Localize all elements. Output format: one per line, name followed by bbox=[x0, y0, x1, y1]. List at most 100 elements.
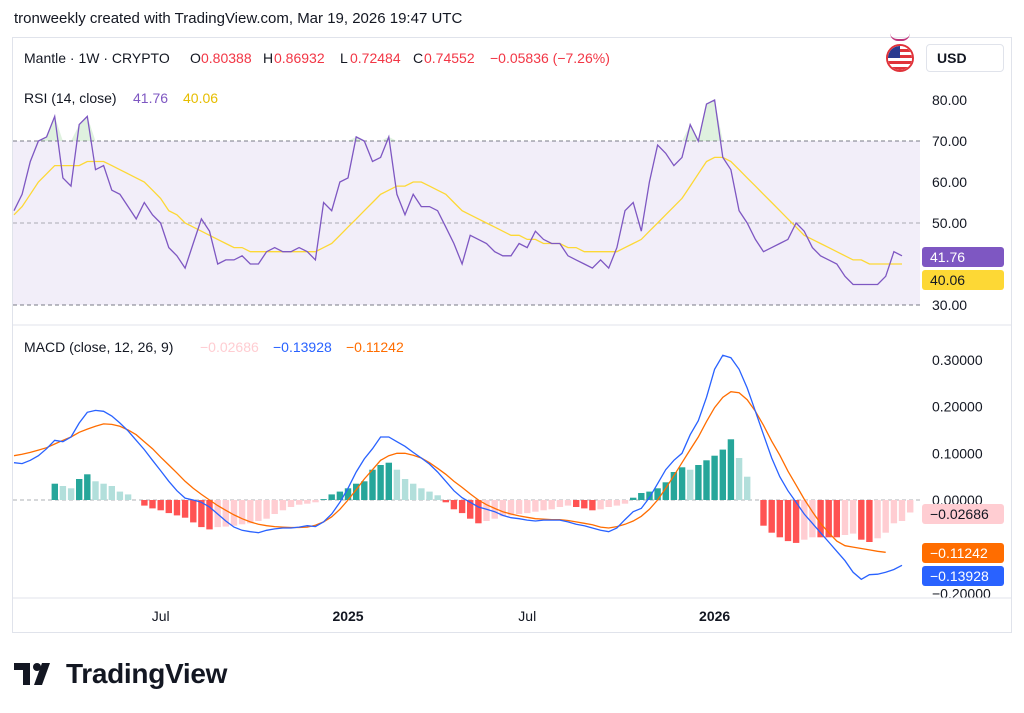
rsi-overbought-segment bbox=[388, 136, 397, 141]
macd-histogram-bar bbox=[858, 500, 865, 540]
macd-histogram-bar bbox=[833, 500, 840, 538]
signal-line bbox=[13, 391, 886, 553]
macd-histogram-bar bbox=[287, 500, 295, 507]
change-value: −0.05836 (−7.26%) bbox=[490, 50, 610, 66]
macd-histogram-bar bbox=[907, 500, 914, 513]
macd-histogram-bar bbox=[108, 486, 115, 500]
macd-histogram-bar bbox=[51, 483, 58, 500]
rsi-overbought-segment bbox=[380, 136, 389, 141]
macd-histogram-bar bbox=[255, 500, 262, 521]
macd-histogram-bar bbox=[817, 500, 824, 538]
signal-badge-bg bbox=[922, 543, 1004, 563]
rsi-band bbox=[13, 141, 920, 305]
macd-histogram-bar bbox=[328, 494, 335, 500]
rsi-pane: RSI (14, close) 41.76 40.06 80.00 70.00 60… bbox=[13, 90, 967, 313]
macd-histogram-bar bbox=[849, 500, 857, 534]
rsi-badge-bg bbox=[922, 247, 1004, 267]
macd-histogram-bar bbox=[564, 500, 572, 506]
macd-histogram-bar bbox=[589, 500, 596, 511]
open-label: O bbox=[190, 50, 201, 66]
chart-frame bbox=[12, 37, 1012, 633]
macd-histogram-bar bbox=[336, 491, 344, 500]
high-label: H bbox=[263, 50, 273, 66]
macd-histogram-bar bbox=[898, 500, 906, 521]
macd-histogram-bar bbox=[776, 500, 783, 538]
time-axis-tick: Jul bbox=[518, 608, 536, 624]
rsi-ma-line bbox=[13, 156, 902, 265]
macd-histogram-bar bbox=[230, 500, 238, 526]
macd-histogram-bar bbox=[882, 500, 889, 533]
macd-histogram-bar bbox=[84, 474, 91, 500]
rsi-overbought-fill bbox=[38, 100, 723, 141]
macd-histogram-bar bbox=[760, 500, 767, 526]
close-value: 0.74552 bbox=[424, 50, 475, 66]
hist-badge: −0.02686 bbox=[930, 506, 989, 522]
macd-histogram-bar bbox=[458, 500, 466, 514]
macd-histogram-bar bbox=[890, 500, 898, 524]
macd-histogram-bar bbox=[434, 495, 441, 500]
macd-line bbox=[13, 354, 903, 581]
macd-histogram-bar bbox=[556, 500, 564, 507]
rsi-axis-tick: 50.00 bbox=[932, 215, 967, 231]
currency-button[interactable]: USD bbox=[926, 44, 1004, 72]
macd-histogram-bar bbox=[320, 499, 327, 500]
macd-histogram-bar bbox=[247, 500, 254, 524]
macd-histogram-bar bbox=[116, 491, 124, 500]
macd-pane: MACD (close, 12, 26, 9) −0.02686 −0.1392… bbox=[13, 339, 991, 601]
macd-histogram-bar bbox=[735, 458, 743, 500]
macd-histogram-bar bbox=[784, 500, 792, 542]
macd-histogram-bar bbox=[809, 500, 816, 538]
macd-badge-bg bbox=[922, 566, 1004, 586]
rsi-overbought-segment bbox=[706, 100, 715, 141]
macd-histogram-bar bbox=[613, 500, 621, 506]
macd-axis-tick: 0.30000 bbox=[932, 352, 983, 368]
macd-histogram-bar bbox=[190, 500, 197, 523]
macd-axis-tick: −0.20000 bbox=[932, 585, 991, 601]
tradingview-logo-icon bbox=[14, 663, 50, 685]
rsi-axis-tick: 30.00 bbox=[932, 297, 967, 313]
macd-histogram-bar bbox=[841, 500, 849, 535]
close-label: C bbox=[413, 50, 423, 66]
macd-histogram-bar bbox=[353, 483, 360, 500]
macd-histogram-bar bbox=[573, 500, 580, 507]
macd-badge: −0.13928 bbox=[930, 568, 989, 584]
time-axis-tick: 2025 bbox=[332, 608, 363, 624]
macd-title: MACD (close, 12, 26, 9) bbox=[24, 339, 173, 355]
macd-histogram-bar bbox=[499, 500, 506, 517]
macd-histogram-bar bbox=[181, 500, 189, 518]
macd-histogram-bar bbox=[866, 500, 873, 542]
rsi-value: 41.76 bbox=[133, 90, 168, 106]
macd-histogram-bar bbox=[630, 497, 637, 500]
macd-histogram-bar bbox=[141, 500, 148, 506]
macd-histogram-bar bbox=[711, 455, 718, 500]
macd-histogram-bar bbox=[621, 500, 629, 504]
macd-histogram-bar bbox=[670, 472, 678, 500]
macd-histogram-bar bbox=[344, 488, 352, 500]
macd-histogram-bar bbox=[646, 491, 653, 500]
macd-histogram-bar bbox=[678, 467, 686, 500]
macd-histogram-bar bbox=[801, 500, 808, 540]
macd-histogram-bar bbox=[76, 479, 83, 500]
us-flag-icon[interactable] bbox=[886, 44, 914, 72]
price-badges: 41.76 40.06 −0.02686 −0.11242 −0.13928 bbox=[922, 247, 1004, 586]
brand-name: TradingView bbox=[66, 658, 228, 689]
rsi-ma-badge-bg bbox=[922, 270, 1004, 290]
macd-histogram-bar bbox=[377, 465, 384, 500]
time-axis-tick: Jul bbox=[152, 608, 170, 624]
macd-histogram-bar bbox=[515, 500, 523, 514]
tradingview-logo[interactable]: TradingView bbox=[14, 658, 227, 690]
macd-histogram-bar bbox=[149, 500, 156, 509]
rsi-ma-badge: 40.06 bbox=[930, 272, 965, 288]
rsi-ma-value: 40.06 bbox=[183, 90, 218, 106]
macd-histogram-bar bbox=[393, 469, 401, 500]
macd-histogram-bar bbox=[524, 500, 531, 514]
macd-value: −0.13928 bbox=[273, 339, 332, 355]
price-legend: Mantle · 1W · CRYPTO O 0.80388 H 0.86932… bbox=[24, 50, 610, 66]
macd-histogram-bar bbox=[304, 500, 311, 504]
macd-histogram-bar bbox=[695, 465, 702, 500]
rsi-overbought-segment bbox=[87, 116, 96, 141]
macd-histogram-bar bbox=[744, 476, 751, 500]
macd-histogram-bar bbox=[605, 500, 612, 507]
